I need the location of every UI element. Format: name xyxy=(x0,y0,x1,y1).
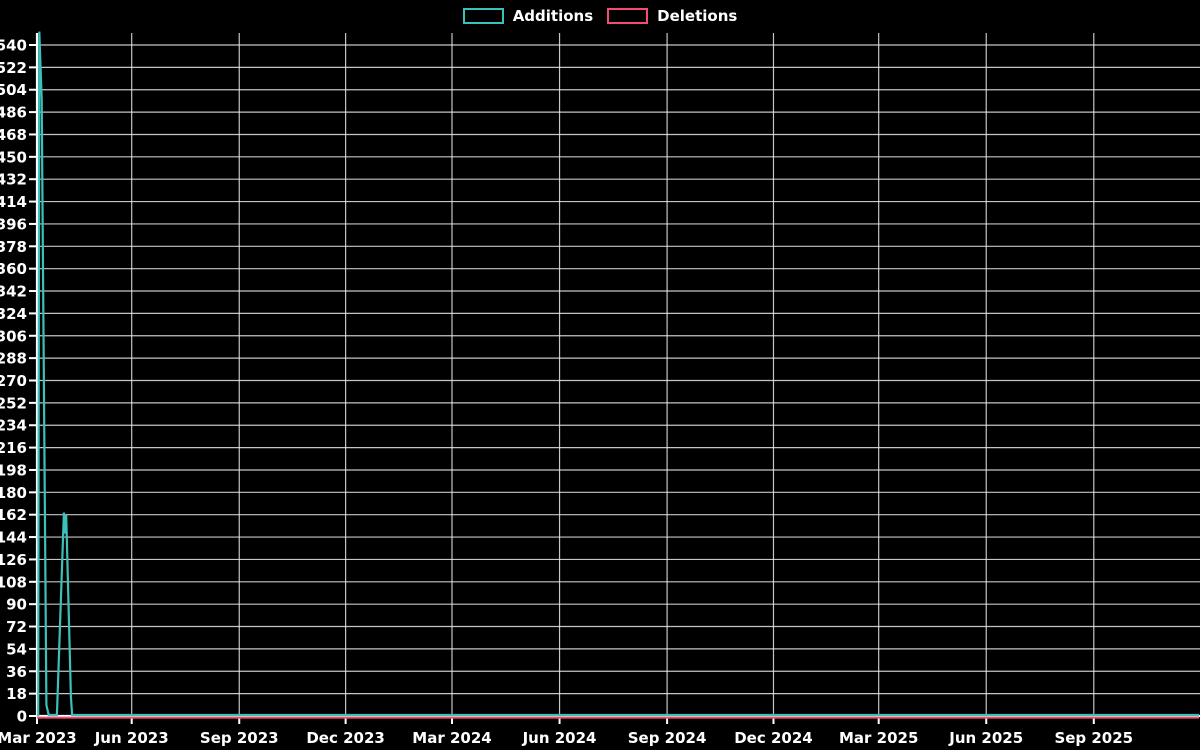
x-tick-label: Sep 2023 xyxy=(200,729,279,747)
y-tick-label: 468 xyxy=(0,126,27,144)
y-tick-label: 72 xyxy=(6,618,27,636)
y-tick-label: 486 xyxy=(0,104,27,122)
y-tick-label: 108 xyxy=(0,573,27,591)
x-tick-label: Mar 2024 xyxy=(412,729,491,747)
y-tick-label: 540 xyxy=(0,37,27,55)
x-tick-label: Mar 2023 xyxy=(0,729,77,747)
x-tick-label: Jun 2024 xyxy=(522,729,597,747)
x-tick-label: Mar 2025 xyxy=(839,729,918,747)
y-tick-label: 216 xyxy=(0,439,27,457)
series-line-additions xyxy=(37,31,1199,717)
chart-legend: Additions Deletions xyxy=(0,7,1200,25)
x-tick-label: Jun 2025 xyxy=(948,729,1023,747)
y-tick-label: 198 xyxy=(0,461,27,479)
y-tick-label: 324 xyxy=(0,305,27,323)
y-tick-label: 306 xyxy=(0,327,27,345)
y-tick-label: 180 xyxy=(0,484,27,502)
y-tick-label: 342 xyxy=(0,283,27,301)
y-tick-label: 18 xyxy=(6,685,27,703)
y-tick-label: 504 xyxy=(0,81,27,99)
legend-item-deletions: Deletions xyxy=(607,7,737,25)
y-tick-label: 414 xyxy=(0,193,27,211)
y-tick-label: 522 xyxy=(0,59,27,77)
y-tick-label: 252 xyxy=(0,394,27,412)
y-tick-label: 126 xyxy=(0,551,27,569)
y-tick-label: 378 xyxy=(0,238,27,256)
x-tick-label: Jun 2023 xyxy=(94,729,169,747)
legend-label-additions: Additions xyxy=(512,7,594,25)
y-tick-label: 270 xyxy=(0,372,27,390)
y-tick-label: 288 xyxy=(0,350,27,368)
x-tick-label: Sep 2025 xyxy=(1054,729,1133,747)
x-tick-label: Dec 2024 xyxy=(734,729,813,747)
additions-swatch xyxy=(462,8,504,24)
y-tick-label: 36 xyxy=(6,663,27,681)
y-tick-label: 450 xyxy=(0,148,27,166)
y-tick-label: 0 xyxy=(17,708,27,726)
legend-label-deletions: Deletions xyxy=(657,7,738,25)
x-tick-label: Dec 2023 xyxy=(306,729,385,747)
deletions-swatch xyxy=(607,8,649,24)
legend-item-additions: Additions xyxy=(462,7,594,25)
y-tick-label: 90 xyxy=(6,596,27,614)
y-tick-label: 360 xyxy=(0,260,27,278)
x-tick-label: Sep 2024 xyxy=(628,729,707,747)
y-tick-label: 234 xyxy=(0,417,27,435)
y-tick-label: 432 xyxy=(0,171,27,189)
y-tick-label: 144 xyxy=(0,529,27,547)
y-tick-label: 396 xyxy=(0,215,27,233)
y-tick-label: 162 xyxy=(0,506,27,524)
y-tick-label: 54 xyxy=(6,640,27,658)
